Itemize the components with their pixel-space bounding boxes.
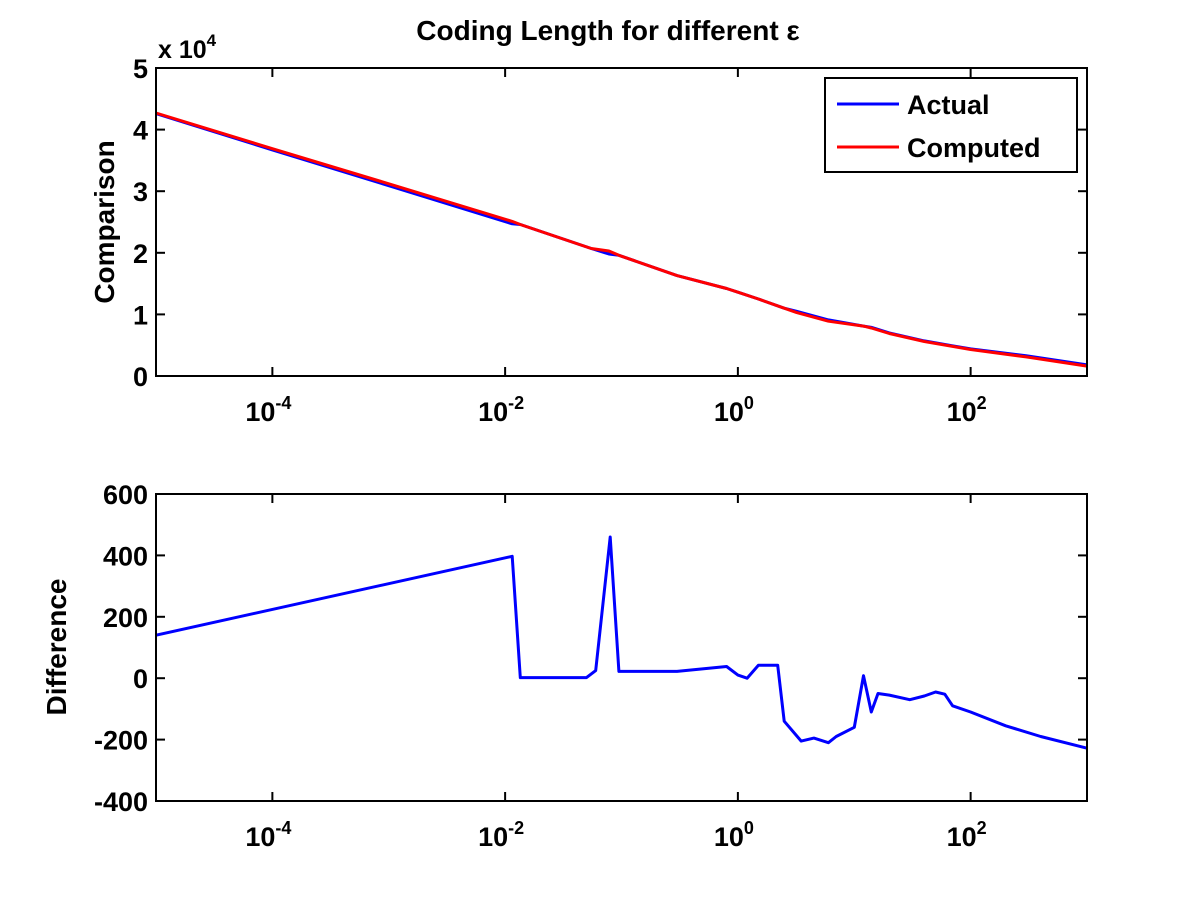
y-tick-label: 1: [133, 300, 148, 330]
y-tick-label: -200: [94, 726, 148, 756]
y-tick-label: 400: [103, 541, 148, 571]
y-tick-label: 4: [133, 116, 148, 146]
legend-box: [824, 77, 1078, 173]
x-tick-label: 102: [947, 393, 987, 427]
plot-frame: [155, 67, 1088, 377]
x-tick-label: 102: [947, 818, 987, 852]
x-tick-label: 10-4: [245, 393, 291, 427]
y-exponent-label: x 104: [158, 31, 217, 64]
legend-label-computed: Computed: [907, 133, 1040, 163]
y-tick-label: 3: [133, 177, 148, 207]
y-axis-label: Comparison: [89, 140, 120, 303]
series-line-computed: [155, 111, 1088, 368]
top-subplot: Coding Length for different ε x 104 Comp…: [89, 15, 1088, 427]
y-tick-label: 5: [133, 54, 148, 84]
plot-frame: [155, 493, 1088, 802]
x-tick-label: 10-4: [245, 818, 291, 852]
x-ticks: 10-4 10-2 100 102: [245, 494, 987, 852]
x-tick-label: 100: [714, 818, 754, 852]
y-ticks: -400 -200 0 200 400 600: [94, 480, 1087, 817]
bottom-subplot: Difference 10-4 10-2 100 102 -400 -200 0 200 40…: [41, 480, 1088, 852]
x-tick-label: 100: [714, 393, 754, 427]
y-tick-label: 600: [103, 480, 148, 510]
y-ticks: 0 1 2 3 4 5: [133, 54, 1087, 392]
series-lines: [155, 535, 1088, 750]
y-tick-label: 0: [133, 664, 148, 694]
legend: Actual Computed: [824, 77, 1078, 173]
series-lines: [155, 111, 1088, 368]
y-tick-label: -400: [94, 787, 148, 817]
y-axis-label-difference: Difference: [41, 579, 72, 716]
series-line-difference: [155, 535, 1088, 750]
legend-label-actual: Actual: [907, 90, 990, 120]
y-tick-label: 0: [133, 362, 148, 392]
x-tick-label: 10-2: [478, 393, 524, 427]
y-tick-label: 200: [103, 603, 148, 633]
x-tick-label: 10-2: [478, 818, 524, 852]
y-tick-label: 2: [133, 239, 148, 269]
chart-title: Coding Length for different ε: [416, 15, 799, 46]
x-ticks: 10-4 10-2 100 102: [245, 68, 987, 427]
